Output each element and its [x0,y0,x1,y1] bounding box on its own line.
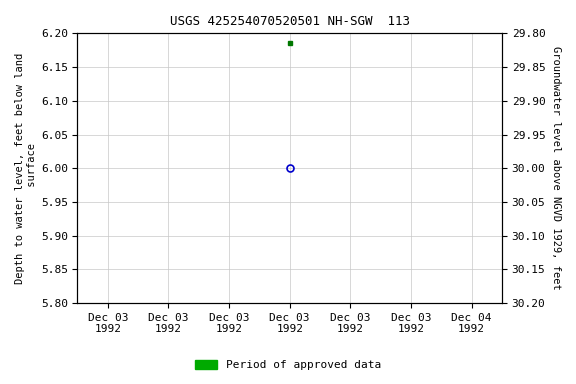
Y-axis label: Groundwater level above NGVD 1929, feet: Groundwater level above NGVD 1929, feet [551,46,561,290]
Legend: Period of approved data: Period of approved data [191,356,385,375]
Title: USGS 425254070520501 NH-SGW  113: USGS 425254070520501 NH-SGW 113 [170,15,410,28]
Y-axis label: Depth to water level, feet below land
 surface: Depth to water level, feet below land su… [15,53,37,284]
